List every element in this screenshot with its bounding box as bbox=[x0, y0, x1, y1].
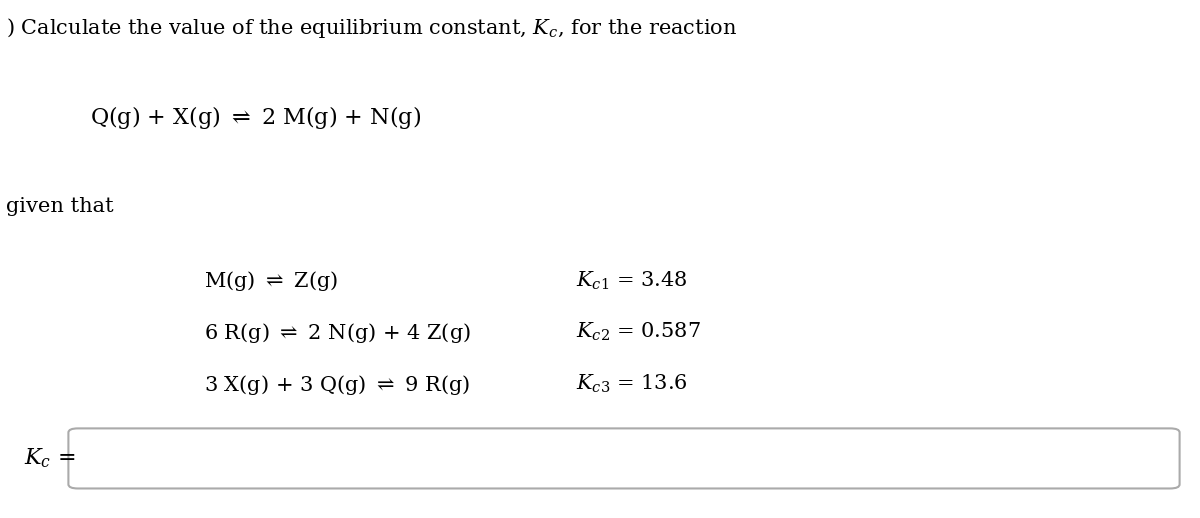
Text: $K_{c1}$ = 3.48: $K_{c1}$ = 3.48 bbox=[576, 269, 688, 292]
Text: 3 X(g) + 3 Q(g) $\rightleftharpoons$ 9 R(g): 3 X(g) + 3 Q(g) $\rightleftharpoons$ 9 R… bbox=[204, 373, 470, 397]
Text: M(g) $\rightleftharpoons$ Z(g): M(g) $\rightleftharpoons$ Z(g) bbox=[204, 269, 338, 293]
Text: given that: given that bbox=[6, 197, 114, 216]
Text: ) Calculate the value of the equilibrium constant, $K_c$, for the reaction: ) Calculate the value of the equilibrium… bbox=[6, 16, 737, 39]
Text: $K_c$ =: $K_c$ = bbox=[24, 447, 76, 470]
Text: 6 R(g) $\rightleftharpoons$ 2 N(g) + 4 Z(g): 6 R(g) $\rightleftharpoons$ 2 N(g) + 4 Z… bbox=[204, 321, 470, 345]
FancyBboxPatch shape bbox=[68, 428, 1180, 488]
Text: $K_{c3}$ = 13.6: $K_{c3}$ = 13.6 bbox=[576, 373, 688, 395]
Text: $K_{c2}$ = 0.587: $K_{c2}$ = 0.587 bbox=[576, 321, 701, 343]
Text: Q(g) + X(g) $\rightleftharpoons$ 2 M(g) + N(g): Q(g) + X(g) $\rightleftharpoons$ 2 M(g) … bbox=[90, 104, 421, 131]
